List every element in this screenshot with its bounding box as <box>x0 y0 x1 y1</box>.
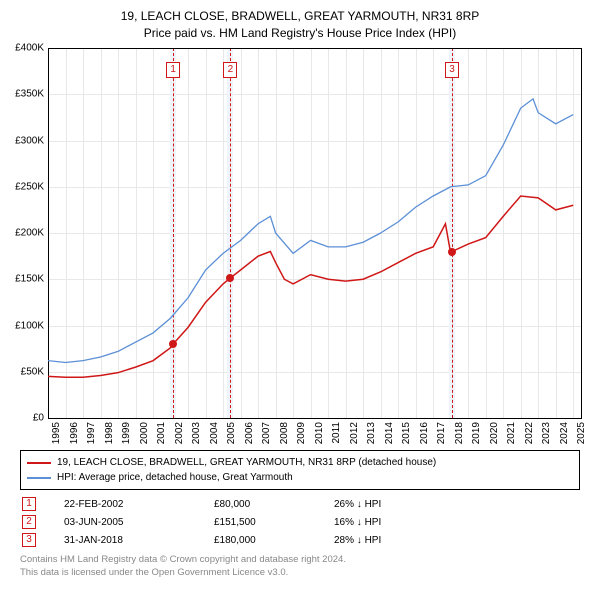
data-point <box>169 340 177 348</box>
y-axis-label: £200K <box>15 228 44 239</box>
tx-diff: 16% ↓ HPI <box>334 517 454 528</box>
tx-number-box: 3 <box>22 533 36 547</box>
legend-swatch <box>27 477 51 479</box>
x-axis-label: 2008 <box>279 422 290 444</box>
tx-date: 31-JAN-2018 <box>64 535 214 546</box>
x-axis-label: 2009 <box>296 422 307 444</box>
x-axis-label: 2012 <box>349 422 360 444</box>
x-axis-label: 2020 <box>489 422 500 444</box>
table-row: 2 03-JUN-2005 £151,500 16% ↓ HPI <box>20 513 580 531</box>
x-axis-label: 2006 <box>244 422 255 444</box>
y-axis-label: £350K <box>15 89 44 100</box>
tx-diff: 26% ↓ HPI <box>334 499 454 510</box>
x-axis-label: 2002 <box>174 422 185 444</box>
x-axis-label: 1998 <box>104 422 115 444</box>
tx-price: £180,000 <box>214 535 334 546</box>
x-axis-label: 2000 <box>139 422 150 444</box>
y-axis-label: £300K <box>15 135 44 146</box>
x-axis-label: 2021 <box>506 422 517 444</box>
x-axis-label: 2019 <box>471 422 482 444</box>
y-axis-label: £100K <box>15 320 44 331</box>
footer-line2: This data is licensed under the Open Gov… <box>20 567 346 580</box>
data-point <box>226 274 234 282</box>
tx-number-box: 1 <box>22 497 36 511</box>
y-axis-label: £0 <box>33 413 44 424</box>
legend: 19, LEACH CLOSE, BRADWELL, GREAT YARMOUT… <box>20 450 580 490</box>
transaction-marker: 1 <box>166 62 180 78</box>
plot-border <box>48 48 582 418</box>
x-axis-label: 2025 <box>576 422 587 444</box>
x-axis-label: 2016 <box>419 422 430 444</box>
plot-border-left <box>48 48 49 418</box>
x-axis-label: 2011 <box>331 422 342 444</box>
y-axis-label: £150K <box>15 274 44 285</box>
x-axis-label: 1995 <box>51 422 62 444</box>
transaction-table: 1 22-FEB-2002 £80,000 26% ↓ HPI 2 03-JUN… <box>20 495 580 549</box>
x-axis-label: 2007 <box>261 422 272 444</box>
chart-title: 19, LEACH CLOSE, BRADWELL, GREAT YARMOUT… <box>0 0 600 42</box>
tx-date: 03-JUN-2005 <box>64 517 214 528</box>
x-axis-label: 1999 <box>121 422 132 444</box>
data-point <box>448 248 456 256</box>
title-line1: 19, LEACH CLOSE, BRADWELL, GREAT YARMOUT… <box>0 8 600 25</box>
x-axis-label: 2022 <box>524 422 535 444</box>
chart-container: 19, LEACH CLOSE, BRADWELL, GREAT YARMOUT… <box>0 0 600 590</box>
x-axis-label: 2010 <box>314 422 325 444</box>
tx-diff: 28% ↓ HPI <box>334 535 454 546</box>
x-axis-label: 2004 <box>209 422 220 444</box>
footer-line1: Contains HM Land Registry data © Crown c… <box>20 554 346 567</box>
x-axis-label: 2001 <box>156 422 167 444</box>
x-axis-label: 2018 <box>454 422 465 444</box>
table-row: 3 31-JAN-2018 £180,000 28% ↓ HPI <box>20 531 580 549</box>
footer-attribution: Contains HM Land Registry data © Crown c… <box>20 554 346 580</box>
legend-label: HPI: Average price, detached house, Grea… <box>57 470 293 485</box>
table-row: 1 22-FEB-2002 £80,000 26% ↓ HPI <box>20 495 580 513</box>
plot-border-bottom <box>48 418 582 419</box>
tx-number-box: 2 <box>22 515 36 529</box>
legend-swatch <box>27 462 51 464</box>
x-axis-label: 1997 <box>86 422 97 444</box>
x-axis-label: 2005 <box>226 422 237 444</box>
legend-item: HPI: Average price, detached house, Grea… <box>27 470 573 485</box>
y-axis-label: £400K <box>15 43 44 54</box>
tx-date: 22-FEB-2002 <box>64 499 214 510</box>
x-axis-label: 2015 <box>401 422 412 444</box>
legend-item: 19, LEACH CLOSE, BRADWELL, GREAT YARMOUT… <box>27 455 573 470</box>
transaction-marker: 3 <box>445 62 459 78</box>
legend-label: 19, LEACH CLOSE, BRADWELL, GREAT YARMOUT… <box>57 455 436 470</box>
y-axis-label: £50K <box>21 366 44 377</box>
title-line2: Price paid vs. HM Land Registry's House … <box>0 25 600 42</box>
x-axis-label: 2017 <box>436 422 447 444</box>
x-axis-label: 2023 <box>541 422 552 444</box>
tx-price: £80,000 <box>214 499 334 510</box>
x-axis-label: 2014 <box>384 422 395 444</box>
x-axis-label: 2013 <box>366 422 377 444</box>
x-axis-label: 2003 <box>191 422 202 444</box>
transaction-marker: 2 <box>223 62 237 78</box>
tx-price: £151,500 <box>214 517 334 528</box>
x-axis-label: 2024 <box>559 422 570 444</box>
y-axis-label: £250K <box>15 181 44 192</box>
x-axis-label: 1996 <box>69 422 80 444</box>
